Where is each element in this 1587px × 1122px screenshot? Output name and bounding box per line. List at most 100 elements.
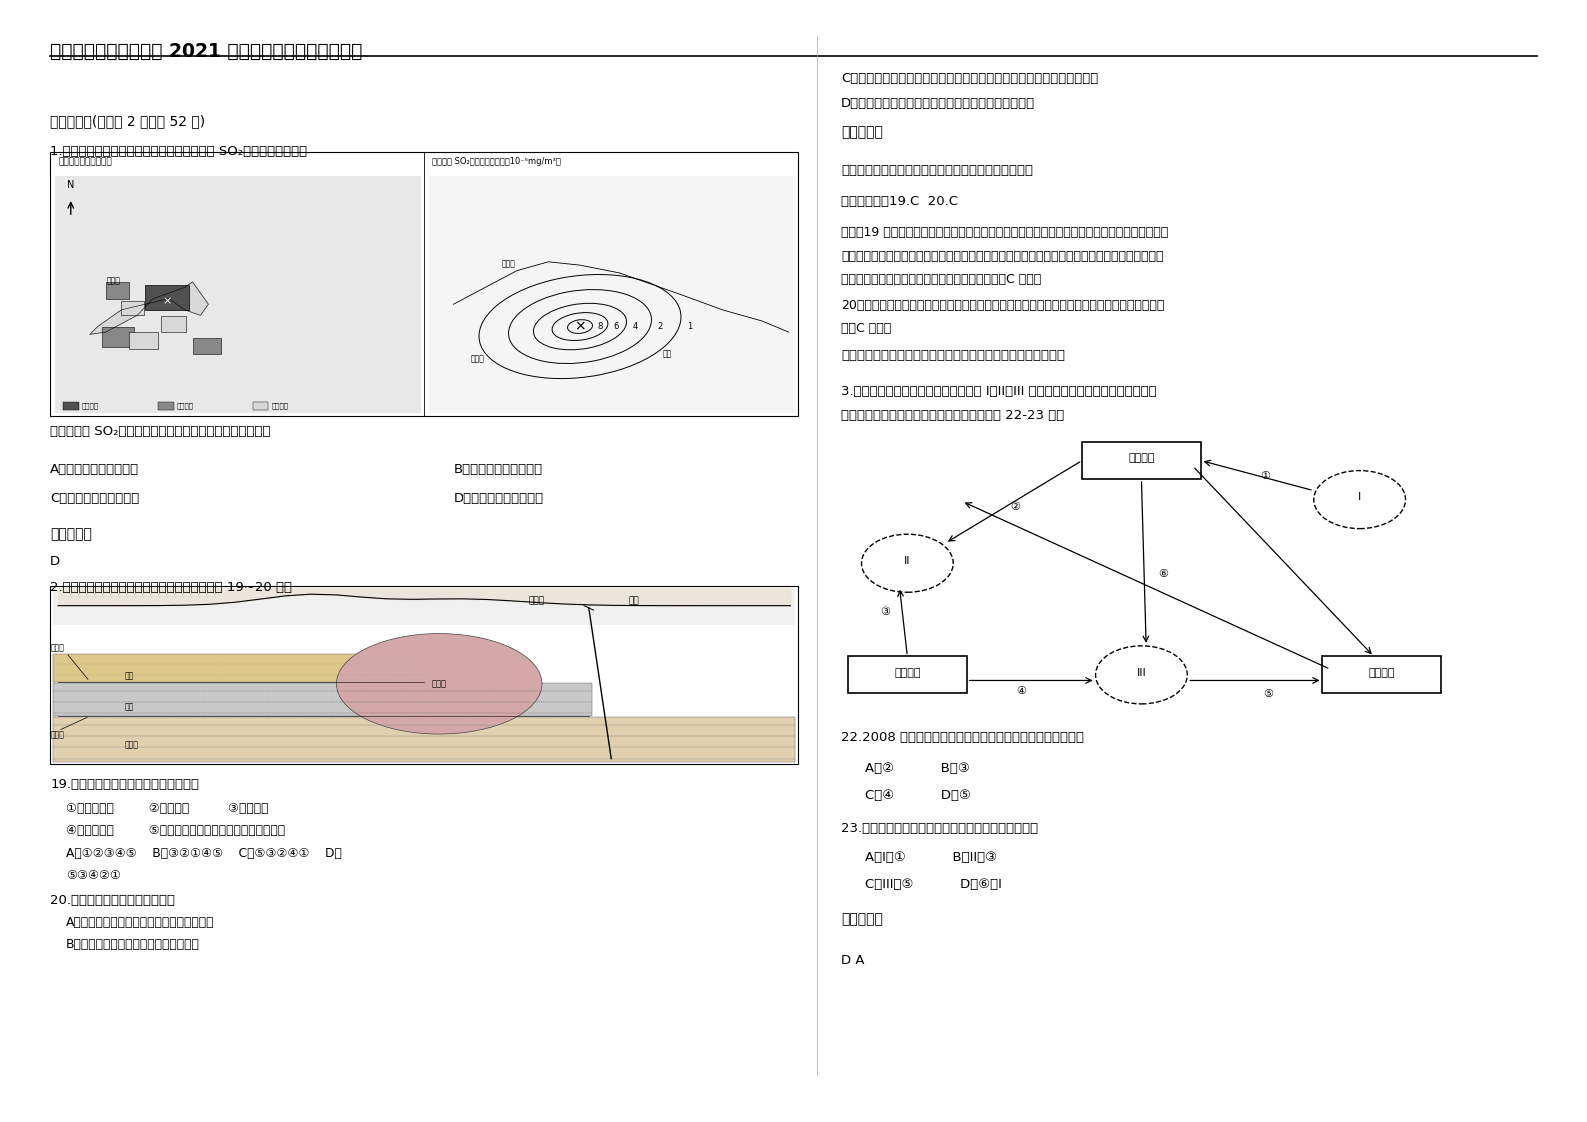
Ellipse shape bbox=[336, 634, 543, 734]
Text: 花岗岩: 花岗岩 bbox=[432, 679, 446, 688]
Text: 20题，图中花岗岩为岩浆岩中的侵入岩；断层是内力作用的结果，侵蚀面的形成是外力作用的结: 20题，图中花岗岩为岩浆岩中的侵入岩；断层是内力作用的结果，侵蚀面的形成是外力作… bbox=[841, 298, 1165, 312]
FancyBboxPatch shape bbox=[54, 682, 592, 716]
FancyBboxPatch shape bbox=[1082, 442, 1201, 479]
Text: 解析：19 题，根据岩层特点可知，该地最早形成了石灰岩，石灰岩受外力侵蚀又出现了页岩的沉: 解析：19 题，根据岩层特点可知，该地最早形成了石灰岩，石灰岩受外力侵蚀又出现了… bbox=[841, 226, 1168, 239]
FancyBboxPatch shape bbox=[63, 403, 79, 411]
Text: 岩浆岩类: 岩浆岩类 bbox=[893, 668, 920, 678]
Text: 郊区: 郊区 bbox=[662, 349, 671, 358]
Text: D: D bbox=[51, 555, 60, 569]
Text: 积，后又发生了砂岩的沉积，之后又发生了岩浆的侵入活动，形成了花岗岩，最后发生了断层，使: 积，后又发生了砂岩的沉积，之后又发生了岩浆的侵入活动，形成了花岗岩，最后发生了断… bbox=[841, 249, 1163, 263]
Text: 19.下列地质事件由先到后发生的顺序为: 19.下列地质事件由先到后发生的顺序为 bbox=[51, 778, 200, 791]
FancyBboxPatch shape bbox=[51, 153, 798, 416]
Text: A、②           B、③: A、② B、③ bbox=[865, 762, 970, 775]
Text: 石灰岩、页岩、砂岩、岩浆岩都发生了断裂错位。C 正确。: 石灰岩、页岩、砂岩、岩浆岩都发生了断裂错位。C 正确。 bbox=[841, 273, 1041, 286]
FancyBboxPatch shape bbox=[54, 589, 795, 625]
Text: C、④           D、⑤: C、④ D、⑤ bbox=[865, 789, 971, 802]
Text: 侵蚀面: 侵蚀面 bbox=[51, 730, 63, 739]
Text: 砂岩: 砂岩 bbox=[125, 672, 135, 681]
Text: 一、选择题(每小题 2 分，共 52 分): 一、选择题(每小题 2 分，共 52 分) bbox=[51, 114, 205, 128]
Text: ⑤③④②①: ⑤③④②① bbox=[67, 870, 121, 882]
Ellipse shape bbox=[1095, 646, 1187, 703]
Text: 花岗岩: 花岗岩 bbox=[528, 597, 544, 606]
Text: 22.2008 北京奥运金牌上镶的昆仑玉和大理岩的形成过程同属: 22.2008 北京奥运金牌上镶的昆仑玉和大理岩的形成过程同属 bbox=[841, 730, 1084, 744]
Text: A．图中贞岩因属于变质岩而不可能含有化石: A．图中贞岩因属于变质岩而不可能含有化石 bbox=[67, 916, 214, 929]
Text: C．矿产开采带来的废气: C．矿产开采带来的废气 bbox=[51, 491, 140, 505]
Text: ⑤: ⑤ bbox=[1263, 689, 1273, 699]
Text: ①断层的发生         ②砂岩沉积          ③页岩沉积: ①断层的发生 ②砂岩沉积 ③页岩沉积 bbox=[67, 802, 268, 816]
Text: 参考答案：: 参考答案： bbox=[51, 527, 92, 542]
Text: 大学城: 大学城 bbox=[106, 276, 121, 285]
Text: 20.关于图中内容的说法正确的是: 20.关于图中内容的说法正确的是 bbox=[51, 894, 175, 907]
FancyBboxPatch shape bbox=[54, 717, 795, 762]
Text: ×: × bbox=[162, 296, 171, 306]
Text: 【思路点拨】准确解读图中信息是解题的关键，本题难度不大。: 【思路点拨】准确解读图中信息是解题的关键，本题难度不大。 bbox=[841, 349, 1065, 362]
Text: 某某季节 SO₂地面浓度分布图（10⁻⁵mg/m³）: 某某季节 SO₂地面浓度分布图（10⁻⁵mg/m³） bbox=[432, 157, 562, 166]
Text: B．花岗岩属于喷出岩，砂岩属于沉积岩: B．花岗岩属于喷出岩，砂岩属于沉积岩 bbox=[67, 938, 200, 951]
FancyBboxPatch shape bbox=[157, 403, 173, 411]
Text: II: II bbox=[905, 557, 911, 565]
Text: 1: 1 bbox=[687, 322, 694, 331]
FancyBboxPatch shape bbox=[56, 176, 421, 413]
Text: 环境，箭头线代表不同的地质过程，读图回答 22-23 题。: 环境，箭头线代表不同的地质过程，读图回答 22-23 题。 bbox=[841, 410, 1065, 422]
FancyBboxPatch shape bbox=[160, 316, 186, 332]
Text: 侵蚀面: 侵蚀面 bbox=[51, 644, 63, 653]
Text: ×: × bbox=[574, 320, 586, 333]
Text: 2.下图为某地的地质剖面图，结合所学知识回答 19~20 题。: 2.下图为某地的地质剖面图，结合所学知识回答 19~20 题。 bbox=[51, 581, 292, 594]
FancyBboxPatch shape bbox=[1322, 656, 1441, 693]
Text: A．工业生产排放的废气: A．工业生产排放的废气 bbox=[51, 462, 140, 476]
Text: 23.古生物进入并成为岩石中化石的地质环境和过程是: 23.古生物进入并成为岩石中化石的地质环境和过程是 bbox=[841, 822, 1038, 835]
FancyBboxPatch shape bbox=[54, 654, 427, 681]
Text: 【答案解析】19.C  20.C: 【答案解析】19.C 20.C bbox=[841, 195, 959, 208]
FancyBboxPatch shape bbox=[192, 338, 221, 355]
Text: 住宅用地: 住宅用地 bbox=[271, 403, 289, 410]
Text: C、III－⑤           D、⑥－I: C、III－⑤ D、⑥－I bbox=[865, 879, 1001, 891]
Text: 变质岩类: 变质岩类 bbox=[1368, 668, 1395, 678]
Text: 大学城: 大学城 bbox=[501, 259, 516, 268]
FancyBboxPatch shape bbox=[129, 332, 157, 349]
Text: 工业用地: 工业用地 bbox=[176, 403, 194, 410]
Text: ③: ③ bbox=[881, 607, 890, 617]
FancyBboxPatch shape bbox=[144, 285, 189, 310]
Text: III: III bbox=[1136, 668, 1146, 678]
Text: 4: 4 bbox=[632, 322, 638, 331]
Text: ④: ④ bbox=[1016, 686, 1027, 696]
FancyBboxPatch shape bbox=[428, 176, 795, 413]
Text: ②: ② bbox=[1009, 503, 1020, 513]
Text: 石灰岩: 石灰岩 bbox=[125, 741, 140, 749]
Text: D A: D A bbox=[841, 954, 865, 967]
Text: 8: 8 bbox=[597, 322, 603, 331]
Text: D．冬季取暖排放的废气: D．冬季取暖排放的废气 bbox=[454, 491, 544, 505]
Text: 断层: 断层 bbox=[628, 597, 640, 606]
Text: 安徽省黄山市璜蔚中学 2021 年高三地理期末试卷含解析: 安徽省黄山市璜蔚中学 2021 年高三地理期末试卷含解析 bbox=[51, 42, 362, 61]
FancyBboxPatch shape bbox=[847, 656, 966, 693]
Text: A、I－①           B、II－③: A、I－① B、II－③ bbox=[865, 852, 997, 864]
Text: 商业用地: 商业用地 bbox=[83, 403, 98, 410]
Text: A．①②③④⑤    B．③②①④⑤    C．⑤③②④①    D．: A．①②③④⑤ B．③②①④⑤ C．⑤③②④① D． bbox=[67, 847, 341, 859]
Text: 参考答案：: 参考答案： bbox=[841, 126, 882, 139]
Polygon shape bbox=[90, 282, 208, 334]
Text: 城市功能区分布示意图: 城市功能区分布示意图 bbox=[59, 157, 111, 166]
Text: 沉积岩类: 沉积岩类 bbox=[1128, 453, 1155, 463]
Text: 1.该某城市功能区分布图与该城市某季节地面 SO₂浓度分布图，回答: 1.该某城市功能区分布图与该城市某季节地面 SO₂浓度分布图，回答 bbox=[51, 145, 308, 157]
Text: ⑥: ⑥ bbox=[1159, 569, 1168, 579]
Text: 该城市大气 SO₂地面浓度最大的区域，其污染物来源可能是: 该城市大气 SO₂地面浓度最大的区域，其污染物来源可能是 bbox=[51, 425, 271, 438]
FancyBboxPatch shape bbox=[106, 282, 129, 298]
FancyBboxPatch shape bbox=[51, 586, 798, 764]
Text: B．交通工具排放的尾气: B．交通工具排放的尾气 bbox=[454, 462, 543, 476]
Text: 【知识点】本题考查岩层形成过程分析、内外力作用。: 【知识点】本题考查岩层形成过程分析、内外力作用。 bbox=[841, 164, 1033, 176]
Text: C．图中断层的形成是内力作用的结果，侵蚀面的形成是外力作用的结果: C．图中断层的形成是内力作用的结果，侵蚀面的形成是外力作用的结果 bbox=[841, 72, 1098, 85]
Text: D．从地壳运动角度分析，该地地壳一直是上升隆起的: D．从地壳运动角度分析，该地地壳一直是上升隆起的 bbox=[841, 96, 1035, 110]
Text: 参考答案：: 参考答案： bbox=[841, 912, 882, 927]
Text: 工业区: 工业区 bbox=[470, 355, 484, 364]
Text: 3.下图为岩石圈物质循环示意图，图中 I、II、III 分别代表沉积环境、熔融环境和变质: 3.下图为岩石圈物质循环示意图，图中 I、II、III 分别代表沉积环境、熔融环… bbox=[841, 385, 1157, 397]
Text: N: N bbox=[67, 181, 75, 191]
Text: 果。C 正确。: 果。C 正确。 bbox=[841, 322, 892, 335]
Text: 2: 2 bbox=[657, 322, 663, 331]
Text: ①: ① bbox=[1260, 471, 1270, 481]
Ellipse shape bbox=[1314, 470, 1406, 528]
FancyBboxPatch shape bbox=[252, 403, 268, 411]
Ellipse shape bbox=[862, 534, 954, 592]
FancyBboxPatch shape bbox=[103, 327, 133, 347]
Text: 页岩: 页岩 bbox=[125, 702, 135, 711]
FancyBboxPatch shape bbox=[121, 301, 143, 315]
